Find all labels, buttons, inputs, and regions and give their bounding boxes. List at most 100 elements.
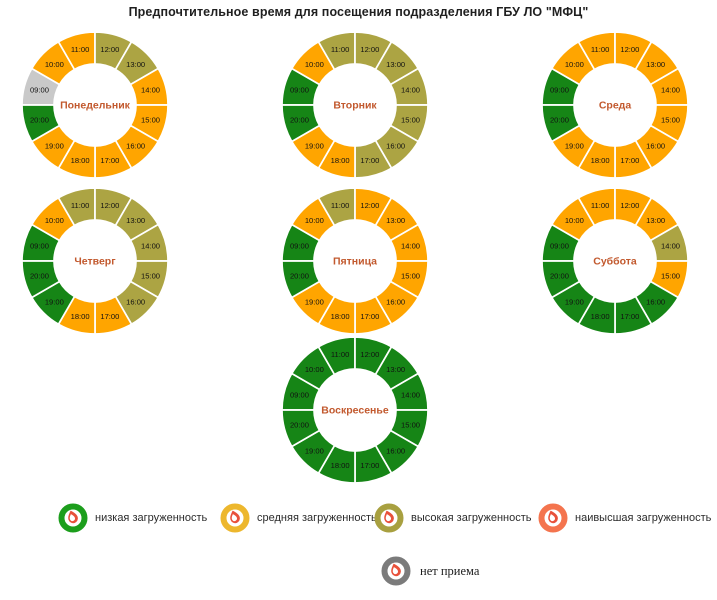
hour-label-friday-15:00: 15:00 (401, 271, 420, 280)
hour-label-tuesday-14:00: 14:00 (401, 86, 420, 95)
hour-label-tuesday-16:00: 16:00 (386, 141, 405, 150)
hour-label-tuesday-19:00: 19:00 (305, 141, 324, 150)
hour-label-wednesday-12:00: 12:00 (620, 45, 639, 54)
hour-label-friday-13:00: 13:00 (386, 216, 405, 225)
hour-label-wednesday-20:00: 20:00 (550, 115, 569, 124)
legend-item-highest: наивысшая загруженность (538, 503, 711, 533)
hour-label-monday-11:00: 11:00 (71, 45, 89, 54)
hour-label-wednesday-11:00: 11:00 (591, 45, 609, 54)
hour-label-monday-13:00: 13:00 (126, 60, 145, 69)
hour-label-sunday-18:00: 18:00 (331, 461, 350, 470)
legend-label-medium: средняя загруженность (257, 512, 377, 524)
hour-label-tuesday-15:00: 15:00 (401, 115, 420, 124)
hour-label-monday-09:00: 09:00 (30, 86, 49, 95)
hour-label-friday-14:00: 14:00 (401, 242, 420, 251)
hour-label-friday-19:00: 19:00 (305, 297, 324, 306)
hour-label-thursday-19:00: 19:00 (45, 297, 64, 306)
hour-label-saturday-20:00: 20:00 (550, 271, 569, 280)
mfc-logo-drop-core (385, 514, 392, 522)
hour-label-wednesday-16:00: 16:00 (646, 141, 665, 150)
hour-label-monday-12:00: 12:00 (100, 45, 119, 54)
hour-label-sunday-17:00: 17:00 (360, 461, 379, 470)
mfc-logo-drop-core (392, 567, 399, 575)
donut-saturday: 09:00 10:00 11:00 12:00 13:00 14:00 15:00 16:00… (535, 181, 695, 341)
hour-label-saturday-19:00: 19:00 (565, 297, 584, 306)
hour-label-sunday-14:00: 14:00 (401, 391, 420, 400)
donut-sunday: 09:00 10:00 11:00 12:00 13:00 14:00 15:00 16:00… (275, 330, 435, 490)
hour-label-tuesday-11:00: 11:00 (331, 45, 349, 54)
legend-label-high: высокая загруженность (411, 512, 532, 524)
mfc-logo-drop-core (69, 514, 76, 522)
hour-label-tuesday-09:00: 09:00 (290, 86, 309, 95)
hour-label-thursday-17:00: 17:00 (100, 312, 119, 321)
hour-label-sunday-12:00: 12:00 (360, 350, 379, 359)
legend-ring-highest-icon (538, 503, 568, 533)
mfc-logo-drop-core (231, 514, 238, 522)
hour-label-thursday-12:00: 12:00 (100, 201, 119, 210)
hour-label-tuesday-17:00: 17:00 (360, 156, 379, 165)
hour-label-saturday-13:00: 13:00 (646, 216, 665, 225)
donut-wednesday: 09:00 10:00 11:00 12:00 13:00 14:00 15:00 16:00… (535, 25, 695, 185)
page-title: Предпочтительное время для посещения под… (128, 5, 589, 19)
day-label-wednesday: Среда (599, 100, 632, 112)
hour-label-monday-20:00: 20:00 (30, 115, 49, 124)
hour-label-friday-12:00: 12:00 (360, 201, 379, 210)
segment-friday-20:00[interactable] (281, 260, 321, 299)
hour-label-sunday-09:00: 09:00 (290, 391, 309, 400)
day-label-thursday: Четверг (74, 256, 116, 268)
hour-label-tuesday-20:00: 20:00 (290, 115, 309, 124)
hour-label-tuesday-18:00: 18:00 (331, 156, 350, 165)
hour-label-sunday-10:00: 10:00 (305, 365, 324, 374)
day-label-tuesday: Вторник (333, 100, 377, 112)
legend-label-highest: наивысшая загруженность (575, 512, 712, 524)
hour-label-friday-10:00: 10:00 (305, 216, 324, 225)
hour-label-thursday-20:00: 20:00 (30, 271, 49, 280)
legend-ring-medium-icon (220, 503, 250, 533)
hour-label-thursday-15:00: 15:00 (141, 271, 160, 280)
legend-item-medium: средняя загруженность (220, 503, 377, 533)
hour-label-monday-10:00: 10:00 (45, 60, 64, 69)
hour-label-thursday-16:00: 16:00 (126, 297, 145, 306)
segment-wednesday-20:00[interactable] (541, 104, 581, 143)
segment-monday-20:00[interactable] (21, 104, 61, 143)
day-label-saturday: Суббота (593, 256, 637, 268)
legend-ring-high-icon (374, 503, 404, 533)
day-label-sunday: Воскресенье (321, 405, 389, 417)
hour-label-friday-16:00: 16:00 (386, 297, 405, 306)
hour-label-thursday-09:00: 09:00 (30, 242, 49, 251)
day-label-friday: Пятница (333, 256, 377, 268)
segment-sunday-20:00[interactable] (281, 409, 321, 448)
legend-label-low: низкая загруженность (95, 512, 208, 524)
hour-label-saturday-10:00: 10:00 (565, 216, 584, 225)
hour-label-friday-11:00: 11:00 (331, 201, 349, 210)
hour-label-wednesday-13:00: 13:00 (646, 60, 665, 69)
hour-label-thursday-18:00: 18:00 (71, 312, 90, 321)
hour-label-sunday-19:00: 19:00 (305, 446, 324, 455)
hour-label-monday-14:00: 14:00 (141, 86, 160, 95)
legend-ring-no-service-icon (381, 556, 411, 586)
segment-saturday-20:00[interactable] (541, 260, 581, 299)
hour-label-tuesday-10:00: 10:00 (305, 60, 324, 69)
hour-label-sunday-13:00: 13:00 (386, 365, 405, 374)
hour-label-wednesday-09:00: 09:00 (550, 86, 569, 95)
hour-label-saturday-18:00: 18:00 (591, 312, 610, 321)
hour-label-monday-18:00: 18:00 (71, 156, 90, 165)
hour-label-thursday-11:00: 11:00 (71, 201, 89, 210)
hour-label-saturday-09:00: 09:00 (550, 242, 569, 251)
hour-label-monday-19:00: 19:00 (45, 141, 64, 150)
donut-friday: 09:00 10:00 11:00 12:00 13:00 14:00 15:00 16:00… (275, 181, 435, 341)
hour-label-wednesday-15:00: 15:00 (661, 115, 680, 124)
hour-label-saturday-14:00: 14:00 (661, 242, 680, 251)
donut-tuesday: 09:00 10:00 11:00 12:00 13:00 14:00 15:00 16:00… (275, 25, 435, 185)
hour-label-monday-17:00: 17:00 (100, 156, 119, 165)
hour-label-wednesday-19:00: 19:00 (565, 141, 584, 150)
hour-label-friday-18:00: 18:00 (331, 312, 350, 321)
segment-tuesday-20:00[interactable] (281, 104, 321, 143)
hour-label-friday-09:00: 09:00 (290, 242, 309, 251)
day-label-monday: Понедельник (60, 100, 131, 112)
hour-label-sunday-20:00: 20:00 (290, 420, 309, 429)
hour-label-saturday-17:00: 17:00 (620, 312, 639, 321)
legend-ring-low-icon (58, 503, 88, 533)
segment-thursday-20:00[interactable] (21, 260, 61, 299)
